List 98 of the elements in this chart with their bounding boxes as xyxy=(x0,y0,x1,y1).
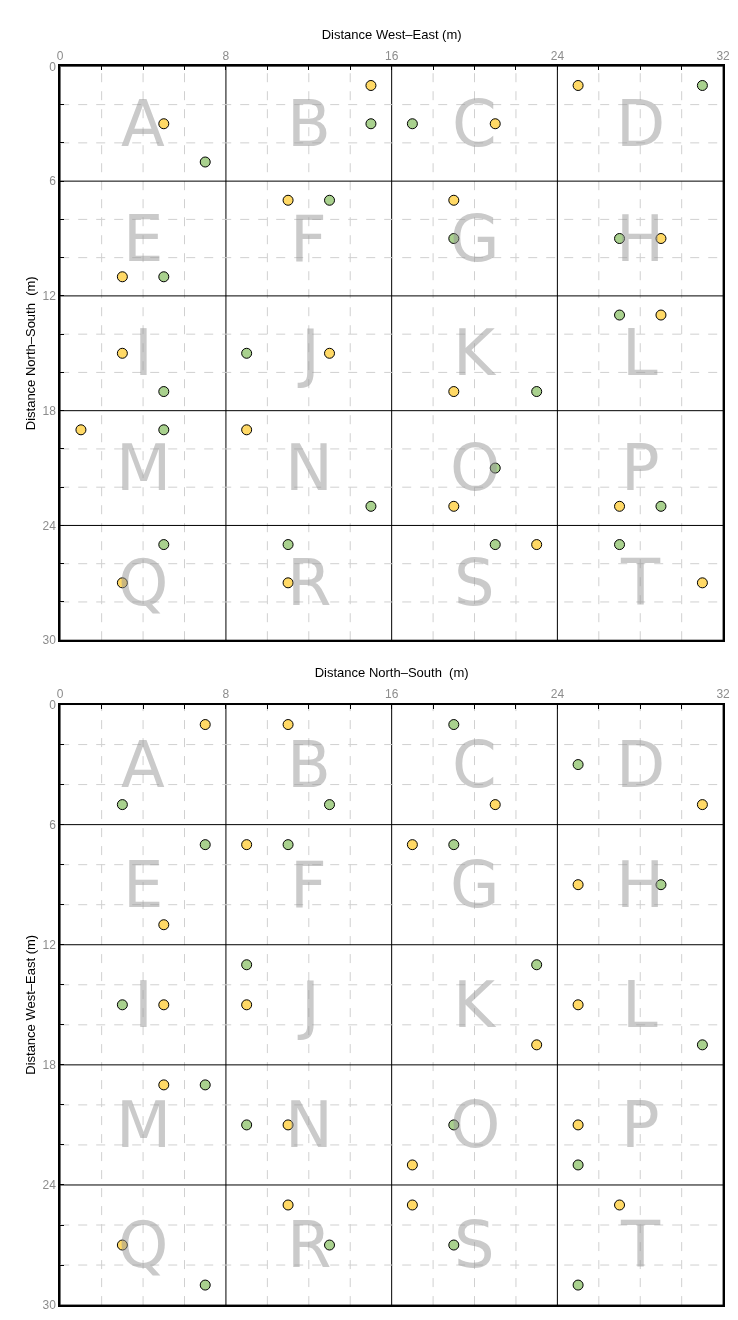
point xyxy=(572,759,584,771)
point xyxy=(158,539,170,551)
point xyxy=(199,839,211,851)
point xyxy=(614,500,626,512)
x-tick-label: 16 xyxy=(384,48,399,63)
point xyxy=(75,424,87,436)
point xyxy=(406,118,418,130)
annotation: N xyxy=(285,1088,333,1162)
point xyxy=(448,386,460,398)
point xyxy=(655,309,667,321)
x-tick-label: 32 xyxy=(716,686,731,701)
annotation: Q xyxy=(118,1208,169,1282)
point xyxy=(241,424,253,436)
point xyxy=(116,999,128,1011)
point xyxy=(572,1159,584,1171)
point xyxy=(614,1199,626,1211)
y-axis-title: Distance North–South (m) xyxy=(22,276,38,431)
point xyxy=(282,839,294,851)
point xyxy=(241,347,253,359)
annotation: G xyxy=(450,202,500,276)
y-tick-label: 18 xyxy=(42,1058,57,1073)
point xyxy=(489,539,501,551)
point xyxy=(199,1079,211,1091)
point xyxy=(282,719,294,731)
point xyxy=(241,1119,253,1131)
annotation: H xyxy=(616,202,665,276)
point xyxy=(158,999,170,1011)
point xyxy=(696,799,708,811)
annotation: O xyxy=(450,431,501,505)
point xyxy=(696,79,708,91)
point xyxy=(448,500,460,512)
y-axis-title: Distance West–East (m) xyxy=(22,934,38,1075)
point xyxy=(406,839,418,851)
x-tick-label: 24 xyxy=(550,686,565,701)
point xyxy=(572,999,584,1011)
point xyxy=(282,194,294,206)
x-tick-label: 16 xyxy=(384,686,399,701)
x-tick-label: 8 xyxy=(222,48,230,63)
point xyxy=(158,271,170,283)
point xyxy=(531,386,543,398)
point xyxy=(406,1159,418,1171)
point xyxy=(531,539,543,551)
y-tick-label: 12 xyxy=(42,937,57,952)
y-tick-label: 0 xyxy=(49,59,57,74)
point xyxy=(199,156,211,168)
point xyxy=(282,539,294,551)
point xyxy=(241,999,253,1011)
point xyxy=(158,386,170,398)
point xyxy=(241,959,253,971)
point xyxy=(282,1199,294,1211)
point xyxy=(696,577,708,589)
point xyxy=(406,1199,418,1211)
point xyxy=(572,1279,584,1291)
point xyxy=(241,839,253,851)
point xyxy=(365,118,377,130)
point xyxy=(365,500,377,512)
point xyxy=(448,839,460,851)
annotation: Q xyxy=(118,546,169,620)
x-axis-title: Distance North–South (m) xyxy=(314,665,469,681)
point xyxy=(489,799,501,811)
point xyxy=(324,347,336,359)
point xyxy=(158,919,170,931)
point xyxy=(572,79,584,91)
annotation: O xyxy=(450,1088,501,1162)
y-tick-label: 6 xyxy=(49,174,57,189)
point xyxy=(199,719,211,731)
point xyxy=(158,424,170,436)
point xyxy=(365,79,377,91)
point xyxy=(158,1079,170,1091)
x-tick-label: 8 xyxy=(222,686,230,701)
point xyxy=(572,1119,584,1131)
point xyxy=(324,194,336,206)
point xyxy=(531,1039,543,1051)
x-axis-title: Distance West–East (m) xyxy=(321,27,462,43)
x-tick-label: 24 xyxy=(550,48,565,63)
y-tick-label: 30 xyxy=(42,1298,57,1313)
point xyxy=(696,1039,708,1051)
point xyxy=(116,799,128,811)
point xyxy=(199,1279,211,1291)
point xyxy=(282,577,294,589)
point xyxy=(572,879,584,891)
y-tick-label: 18 xyxy=(42,403,57,418)
y-tick-label: 24 xyxy=(42,1178,57,1193)
point xyxy=(324,799,336,811)
point xyxy=(614,539,626,551)
y-tick-label: 24 xyxy=(42,518,57,533)
y-tick-label: 6 xyxy=(49,817,57,832)
point xyxy=(448,194,460,206)
point xyxy=(655,500,667,512)
y-tick-label: 12 xyxy=(42,289,57,304)
x-tick-label: 32 xyxy=(716,48,731,63)
y-tick-label: 0 xyxy=(49,697,57,712)
point xyxy=(614,309,626,321)
y-tick-label: 30 xyxy=(42,633,57,648)
point xyxy=(531,959,543,971)
point xyxy=(116,347,128,359)
point xyxy=(116,271,128,283)
point xyxy=(448,719,460,731)
